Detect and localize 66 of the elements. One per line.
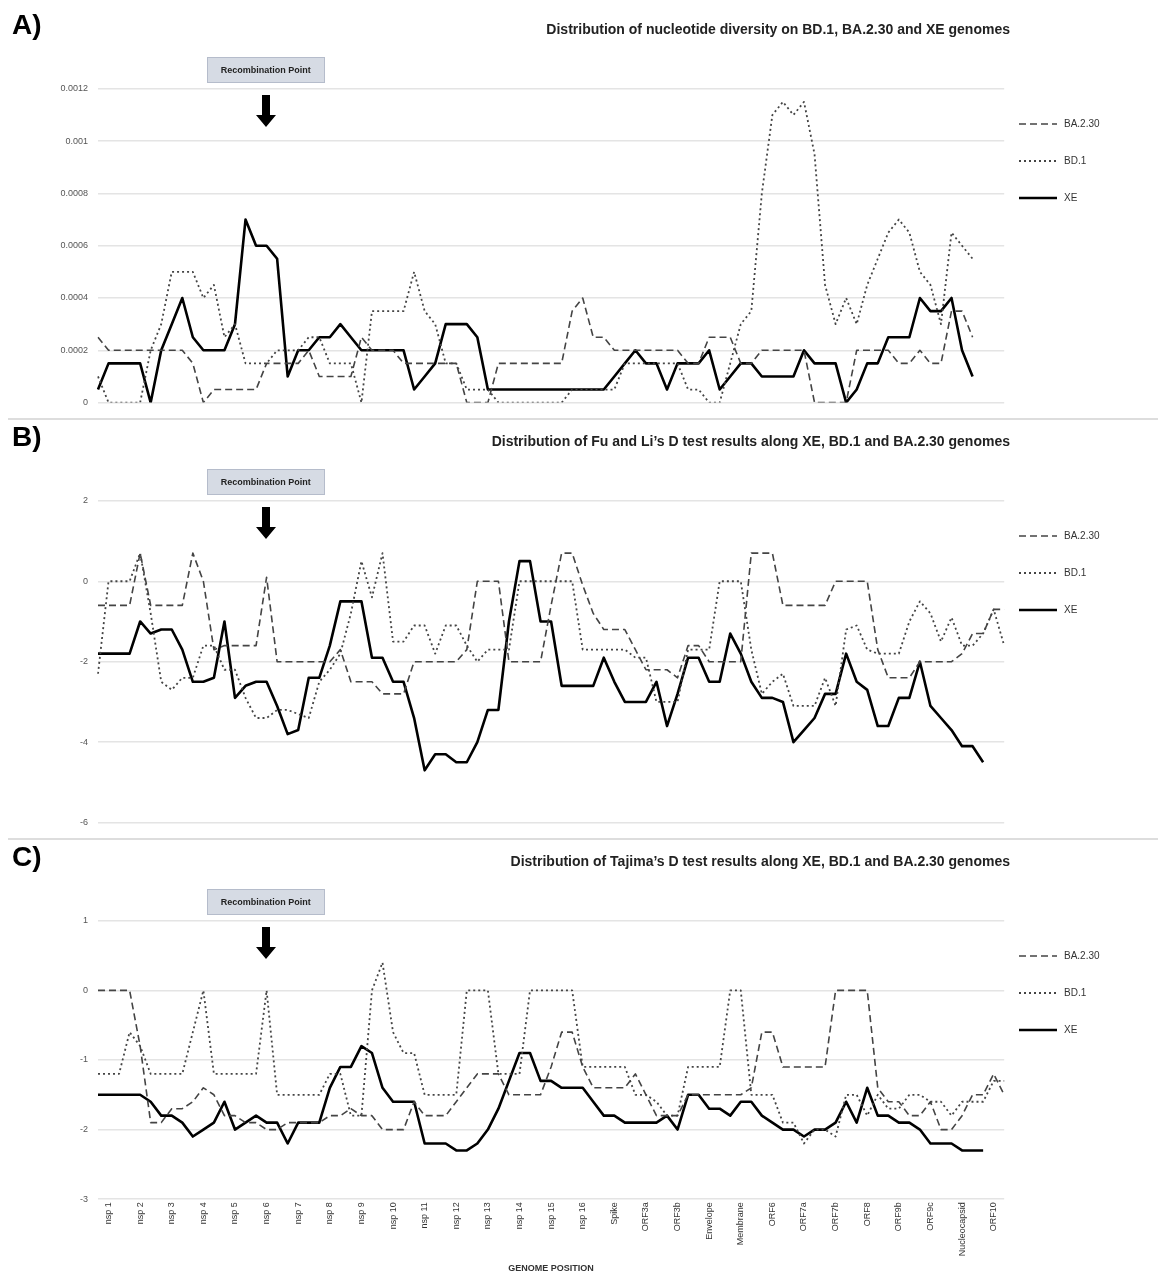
legend-label: XE: [1064, 1024, 1078, 1035]
x-tick-label: nsp 8: [324, 1202, 335, 1225]
y-tick-label: 0.0006: [60, 240, 88, 251]
y-tick-label: 1: [82, 915, 88, 926]
y-tick-label: -1: [79, 1054, 88, 1065]
x-tick-label: ORF3a: [640, 1202, 651, 1232]
x-tick-label: nsp 3: [166, 1202, 177, 1225]
y-tick-label: 0.001: [65, 135, 88, 146]
y-tick-label: 2: [82, 495, 88, 506]
x-tick-label: ORF10: [988, 1202, 999, 1232]
x-axis-title: GENOME POSITION: [508, 1263, 594, 1274]
legend-label: BD.1: [1064, 567, 1087, 578]
x-tick-label: nsp 2: [134, 1202, 145, 1225]
x-tick-label: nsp 15: [545, 1202, 556, 1230]
x-tick-label: ORF6: [766, 1202, 777, 1227]
legend-label: BA.2.30: [1064, 950, 1100, 961]
x-tick-label: nsp 9: [355, 1202, 366, 1225]
text: B): [12, 420, 42, 452]
x-tick-label: nsp 4: [197, 1202, 208, 1225]
y-tick-label: -2: [79, 656, 88, 667]
x-tick-label: nsp 5: [229, 1202, 240, 1225]
x-tick-label: nsp 11: [419, 1202, 430, 1229]
x-tick-label: nsp 14: [513, 1202, 524, 1230]
y-tick-label: 0: [82, 397, 88, 408]
x-tick-label: Membrane: [735, 1202, 746, 1246]
legend-label: BD.1: [1064, 987, 1087, 998]
x-tick-label: nsp 7: [292, 1202, 303, 1225]
y-tick-label: -3: [79, 1193, 88, 1204]
y-tick-label: -6: [79, 817, 88, 828]
x-tick-label: ORF3b: [672, 1202, 683, 1232]
chart-title: Distribution of Fu and Li’s D test results along XE, BD.1 and BA.2.30 genomes: [491, 433, 1011, 450]
text: A): [12, 8, 42, 40]
x-tick-label: ORF7b: [830, 1202, 841, 1232]
text: Recombination Point: [206, 888, 325, 915]
y-tick-label: 0.0008: [60, 187, 88, 198]
x-tick-label: nsp 16: [577, 1202, 588, 1230]
x-tick-label: ORF8: [861, 1202, 872, 1227]
y-tick-label: 0: [82, 984, 88, 995]
x-tick-label: Nucleocapsid: [956, 1202, 967, 1257]
x-tick-label: nsp 6: [261, 1202, 272, 1225]
y-tick-label: 0: [82, 575, 88, 586]
chart-title: Distribution of nucleotide diversity on BD.1, BA.2.30 and XE genomes: [546, 21, 1011, 38]
x-tick-label: Spike: [608, 1202, 619, 1225]
x-tick-label: ORF9b: [893, 1202, 904, 1232]
y-tick-label: -2: [79, 1124, 88, 1135]
legend-label: XE: [1064, 604, 1078, 615]
text: Recombination Point: [206, 468, 325, 495]
legend-label: BA.2.30: [1064, 530, 1100, 541]
x-tick-label: nsp 10: [387, 1202, 398, 1230]
line-series: [97, 100, 974, 403]
y-tick-label: -4: [79, 736, 88, 747]
y-tick-label: 0.0012: [60, 83, 88, 94]
x-tick-label: nsp 13: [482, 1202, 493, 1230]
y-tick-label: 0.0004: [60, 292, 88, 303]
legend-label: BD.1: [1064, 155, 1087, 166]
y-tick-label: 0.0002: [60, 344, 88, 355]
x-tick-label: nsp 12: [450, 1202, 461, 1230]
x-tick-label: Envelope: [703, 1202, 714, 1240]
x-tick-label: nsp 1: [103, 1202, 114, 1225]
x-tick-label: ORF9c: [924, 1201, 935, 1231]
chart-title: Distribution of Tajima’s D test results along XE, BD.1 and BA.2.30 genomes: [510, 853, 1011, 870]
text: C): [12, 840, 42, 872]
x-tick-label: ORF7a: [798, 1202, 809, 1232]
legend-label: XE: [1064, 192, 1078, 203]
legend-label: BA.2.30: [1064, 118, 1100, 129]
text: Recombination Point: [206, 56, 325, 83]
